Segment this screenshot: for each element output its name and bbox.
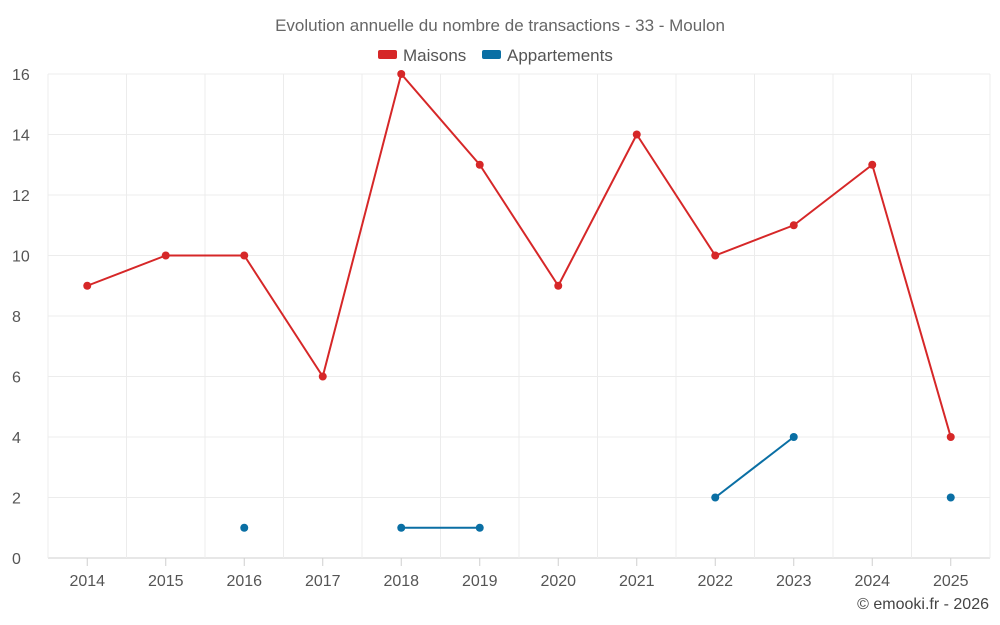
x-tick-label: 2017 <box>305 573 341 590</box>
y-tick-label: 6 <box>12 370 21 387</box>
y-tick-label: 16 <box>12 67 30 84</box>
x-tick-label: 2016 <box>226 573 262 590</box>
x-tick-label: 2025 <box>933 573 969 590</box>
y-tick-label: 0 <box>12 551 21 568</box>
x-tick-label: 2018 <box>383 573 419 590</box>
data-point-appartements[interactable] <box>240 523 249 532</box>
data-point-maisons[interactable] <box>554 281 563 290</box>
data-point-maisons[interactable] <box>868 160 877 169</box>
data-point-maisons[interactable] <box>632 130 641 139</box>
x-tick-label: 2019 <box>462 573 498 590</box>
data-point-maisons[interactable] <box>475 160 484 169</box>
series-line-maisons <box>86 73 952 438</box>
legend-swatch-appartements[interactable] <box>482 50 501 59</box>
y-axis: 0 2 4 6 8 10 12 14 16 <box>12 67 30 568</box>
x-tick-label: 2024 <box>854 573 890 590</box>
series-layer <box>83 70 955 532</box>
data-point-maisons[interactable] <box>161 251 170 260</box>
y-tick-label: 14 <box>12 128 30 145</box>
y-tick-label: 10 <box>12 249 30 266</box>
data-point-maisons[interactable] <box>397 70 406 78</box>
data-point-appartements[interactable] <box>475 523 484 532</box>
legend: Maisons Appartements <box>378 46 613 65</box>
y-tick-label: 12 <box>12 188 30 205</box>
x-tick-label: 2023 <box>776 573 812 590</box>
data-point-appartements[interactable] <box>789 433 798 441</box>
x-tick-label: 2015 <box>148 573 184 590</box>
data-point-maisons[interactable] <box>318 372 327 381</box>
series-maisons <box>83 70 955 441</box>
credit-text: © emooki.fr - 2026 <box>857 596 989 613</box>
data-point-maisons[interactable] <box>711 251 720 260</box>
legend-label-maisons[interactable]: Maisons <box>403 46 466 65</box>
data-point-appartements[interactable] <box>711 493 720 502</box>
grid <box>47 73 991 559</box>
legend-swatch-maisons[interactable] <box>378 50 397 59</box>
legend-label-appartements[interactable]: Appartements <box>507 46 613 65</box>
data-point-appartements[interactable] <box>397 523 406 532</box>
y-tick-label: 8 <box>12 309 21 326</box>
chart-title: Evolution annuelle du nombre de transact… <box>275 16 725 35</box>
data-point-appartements[interactable] <box>946 493 955 502</box>
data-point-maisons[interactable] <box>946 433 955 441</box>
data-point-maisons[interactable] <box>83 281 92 290</box>
data-point-maisons[interactable] <box>240 251 249 260</box>
x-axis: 2014 2015 2016 2017 2018 2019 2020 2021 2022 2023… <box>69 558 969 590</box>
data-point-maisons[interactable] <box>789 221 798 230</box>
x-tick-label: 2022 <box>697 573 733 590</box>
series-appartements <box>240 433 955 532</box>
x-tick-label: 2014 <box>69 573 105 590</box>
x-tick-label: 2020 <box>540 573 576 590</box>
y-tick-label: 4 <box>12 430 21 447</box>
series-line-appartements <box>714 436 795 499</box>
x-tick-label: 2021 <box>619 573 655 590</box>
y-tick-label: 2 <box>12 491 21 508</box>
